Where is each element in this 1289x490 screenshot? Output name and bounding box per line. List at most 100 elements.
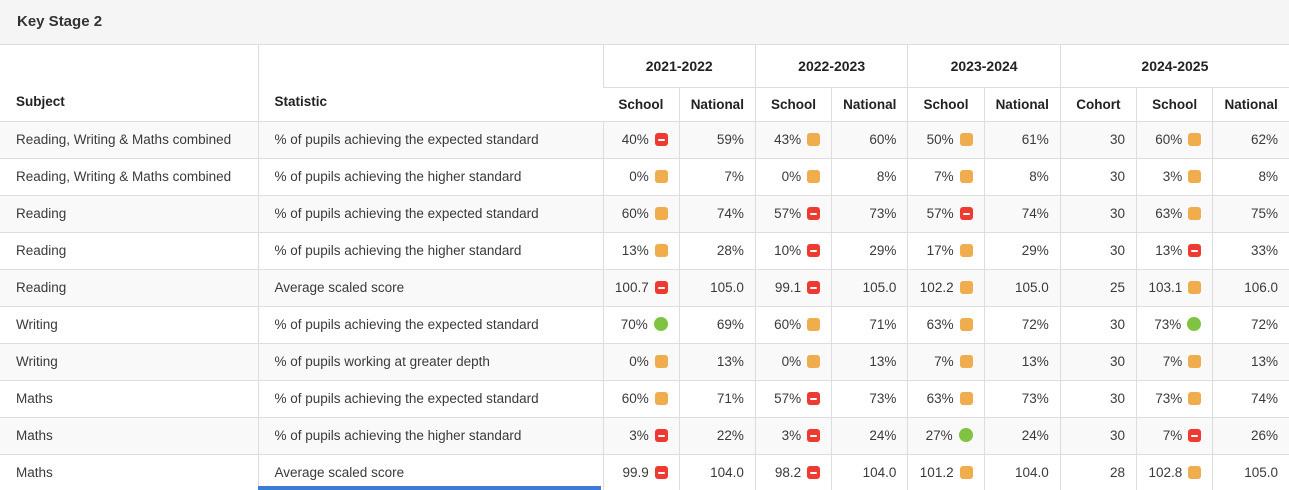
red-minus-icon	[807, 281, 821, 294]
red-minus-icon	[654, 466, 668, 479]
value-cell: 62%	[1212, 121, 1289, 159]
value-cell: 24%	[983, 417, 1061, 455]
table-row: Maths% of pupils achieving the higher st…	[0, 417, 1289, 455]
value-cell: 30	[1059, 158, 1137, 196]
column-header-cohort: Cohort	[1059, 87, 1137, 122]
value-cell: 73%	[1136, 380, 1213, 418]
red-minus-icon	[807, 392, 821, 405]
green-circle-icon	[653, 317, 668, 331]
value-cell: 28	[1059, 454, 1137, 490]
cell-value: 57%	[926, 206, 954, 221]
year-header-2023-2024: 2023-2024	[907, 45, 1061, 88]
statistic-cell: % of pupils working at greater depth	[257, 343, 603, 381]
value-cell: 103.1	[1136, 269, 1213, 307]
cell-value: 71%	[869, 317, 897, 332]
value-cell: 101.2	[907, 454, 985, 490]
column-header-school: School	[754, 87, 832, 122]
cell-value: 74%	[1250, 391, 1278, 406]
cell-value: 0%	[781, 169, 802, 184]
value-cell: 60%	[1136, 121, 1213, 159]
value-cell: 71%	[678, 380, 756, 418]
value-cell: 30	[1059, 380, 1137, 418]
orange-square-icon	[1188, 133, 1202, 146]
cell-value: 59%	[716, 132, 744, 147]
cell-value: 3%	[781, 428, 802, 443]
horizontal-scrollbar-thumb[interactable]	[258, 486, 601, 490]
cell-value: 50%	[926, 132, 954, 147]
cell-value: 99.1	[774, 280, 802, 295]
orange-square-icon	[654, 207, 668, 220]
subject-cell: Reading, Writing & Maths combined	[0, 121, 258, 159]
value-cell: 74%	[678, 195, 756, 233]
cell-value: 13%	[621, 243, 649, 258]
value-cell: 72%	[1212, 306, 1289, 344]
cell-value: 63%	[926, 391, 954, 406]
value-cell: 69%	[678, 306, 756, 344]
value-cell: 7%	[1136, 417, 1213, 455]
cell-value: 72%	[1250, 317, 1278, 332]
cell-value: 103.1	[1148, 280, 1183, 295]
orange-square-icon	[959, 281, 973, 294]
cell-value: 13%	[1250, 354, 1278, 369]
red-minus-icon	[654, 133, 668, 146]
cell-value: 7%	[934, 354, 954, 369]
cell-value: 28	[1110, 465, 1126, 480]
subject-cell: Reading, Writing & Maths combined	[0, 158, 258, 196]
red-minus-icon	[654, 429, 668, 442]
value-cell: 3%	[754, 417, 832, 455]
cell-value: 30	[1110, 317, 1126, 332]
value-cell: 73%	[831, 380, 908, 418]
value-cell: 50%	[907, 121, 985, 159]
value-cell: 7%	[907, 343, 985, 381]
year-header-row: Subject Statistic 2021-2022 2022-2023 2023…	[0, 45, 1289, 122]
cell-value: 13%	[869, 354, 897, 369]
subject-cell: Writing	[0, 306, 258, 344]
table-row: Reading% of pupils achieving the higher …	[0, 232, 1289, 270]
value-cell: 98.2	[754, 454, 832, 490]
table-row: Writing% of pupils achieving the expecte…	[0, 306, 1289, 344]
cell-value: 102.8	[1148, 465, 1183, 480]
orange-square-icon	[654, 355, 668, 368]
cell-value: 60%	[774, 317, 802, 332]
value-cell: 63%	[1136, 195, 1213, 233]
orange-square-icon	[1188, 207, 1202, 220]
statistic-cell: % of pupils achieving the higher standar…	[257, 158, 603, 196]
table-row: Maths Average scaled score 99.9 104.0 98.2 10…	[0, 454, 1289, 490]
cell-value: 7%	[1162, 428, 1183, 443]
value-cell: 104.0	[983, 454, 1061, 490]
value-cell: 72%	[983, 306, 1061, 344]
cell-value: 106.0	[1244, 280, 1278, 295]
value-cell: 7%	[678, 158, 756, 196]
table-header: Subject Statistic 2021-2022 2022-2023 2023…	[0, 45, 1289, 122]
cell-value: 30	[1110, 391, 1126, 406]
value-cell: 28%	[678, 232, 756, 270]
cell-value: 60%	[869, 132, 897, 147]
cell-value: 7%	[724, 169, 744, 184]
orange-square-icon	[1188, 281, 1202, 294]
cell-value: 3%	[1162, 169, 1183, 184]
orange-square-icon	[654, 244, 668, 257]
cell-value: 28%	[716, 243, 744, 258]
value-cell: 7%	[1136, 343, 1213, 381]
value-cell: 24%	[831, 417, 908, 455]
value-cell: 8%	[831, 158, 908, 196]
value-cell: 59%	[678, 121, 756, 159]
cell-value: 29%	[869, 243, 897, 258]
value-cell: 25	[1059, 269, 1137, 307]
value-cell: 105.0	[983, 269, 1061, 307]
cell-value: 70%	[620, 317, 648, 332]
cell-value: 7%	[1162, 354, 1183, 369]
orange-square-icon	[654, 392, 668, 405]
cell-value: 8%	[1029, 169, 1049, 184]
cell-value: 73%	[1155, 391, 1183, 406]
statistic-cell: % of pupils achieving the expected stand…	[257, 121, 603, 159]
statistic-column-header: Statistic	[257, 45, 603, 122]
cell-value: 75%	[1250, 206, 1278, 221]
value-cell: 8%	[983, 158, 1061, 196]
value-cell: 73%	[983, 380, 1061, 418]
value-cell: 13%	[983, 343, 1061, 381]
cell-value: 100.7	[614, 280, 649, 295]
value-cell: 104.0	[678, 454, 756, 490]
value-cell: 100.7	[602, 269, 680, 307]
cell-value: 105.0	[1015, 280, 1049, 295]
